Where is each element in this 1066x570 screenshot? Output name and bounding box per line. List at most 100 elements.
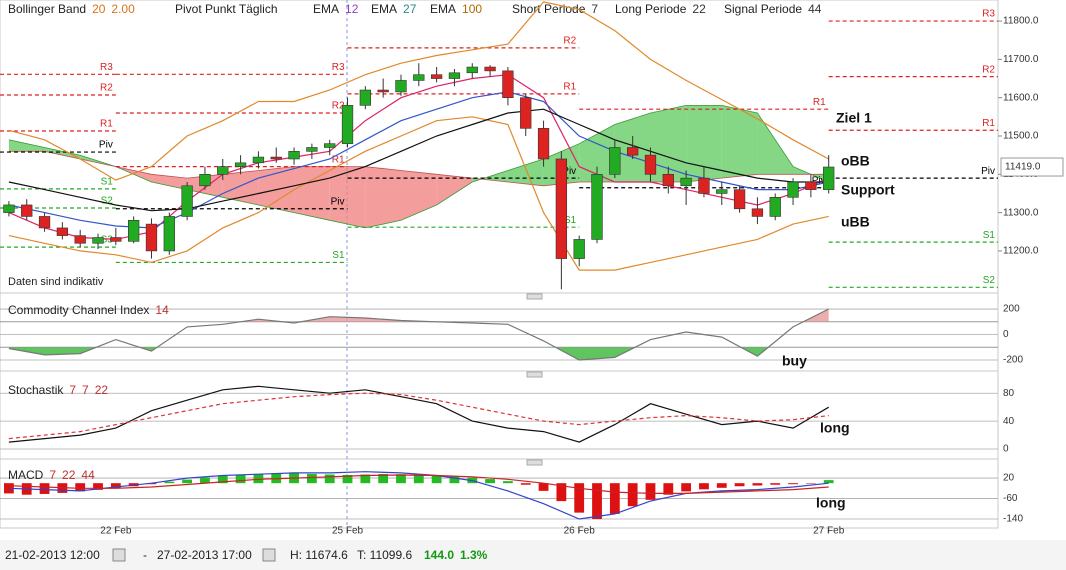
cloud-span-b [8,150,829,187]
candle-body [128,219,140,242]
title-param: 22 [62,468,76,482]
panel-title: Commodity Channel Index 14 [8,303,169,317]
footer-separator: - [143,548,147,562]
pivot-label: R3 [100,62,113,73]
title-param: 7 [591,2,598,16]
y-tick-label: -60 [1003,493,1018,504]
candle-body [805,181,817,190]
plot-frame [0,0,999,529]
candle-body [627,147,639,156]
histogram-bar [324,474,335,484]
resize-handle[interactable] [526,459,543,466]
footer-change: 144.0 [424,548,454,562]
title-param: 22 [95,383,109,397]
candle-body [644,154,657,175]
title-label: Short Periode [512,2,586,16]
histogram-bar [734,483,745,487]
annotation: Daten sind indikativ [8,276,104,288]
title-param: 44 [808,2,822,16]
title-label: Pivot Punkt Täglich [175,2,278,16]
y-tick-label: 11700.0 [1003,54,1039,65]
y-tick-label: -140 [1003,514,1023,525]
title-param: 44 [81,468,95,482]
candle-body [359,89,371,106]
pivot-label: R3 [332,62,345,73]
y-tick-label: 11200.0 [1003,246,1039,257]
histogram-bar [788,483,798,485]
title-param: 20 [92,2,106,16]
histogram-bar [75,483,86,492]
resize-handle[interactable] [526,293,543,300]
cloud-segment [757,113,794,175]
histogram-bar [805,483,816,484]
title-label: EMA [371,2,397,16]
title-param: 2.00 [111,2,135,16]
resize-handle[interactable] [526,371,543,378]
indicator-line [8,116,829,271]
calendar-icon[interactable] [112,548,126,562]
cloud-segment [650,105,687,182]
indicator-line [8,474,829,494]
candle-body [56,227,69,236]
title-label: Bollinger Band [8,2,86,16]
histogram-bar [485,479,495,484]
calendar-icon[interactable] [262,548,276,562]
panel-title: Pivot Punkt Täglich [175,2,278,16]
pivot-label: R1 [563,81,576,92]
histogram-bar [235,474,246,484]
histogram-bar [538,483,549,491]
candle-body [74,235,86,244]
histogram-bar [164,481,175,484]
panel-title: Long Periode 22 [615,2,706,16]
panel-title: EMA 100 [430,2,482,16]
candle-body [555,158,568,259]
pivot-label: Piv [812,175,826,186]
y-tick-label: -200 [1003,355,1023,366]
y-tick-label: 40 [1003,416,1015,427]
x-tick-label: 26 Feb [564,526,596,537]
histogram-bar [592,483,602,520]
histogram-bar [556,483,567,502]
indicator-line [8,392,829,440]
candle-body [21,204,33,217]
y-tick-label: 11300.0 [1003,207,1039,218]
candle-body [3,204,15,213]
histogram-bar [699,483,709,490]
cloud-segment [151,174,188,190]
candle-body [217,166,229,175]
histogram-bar [217,476,228,484]
panel-title: Stochastik 7 7 22 [8,383,108,397]
pivot-label: R1 [332,154,345,165]
title-label: Commodity Channel Index [8,303,149,317]
candle-body [38,216,51,229]
indicator-line [8,91,829,229]
cloud-segment [294,166,330,221]
histogram-bar [716,483,727,488]
histogram-bar [520,483,531,485]
candle-body [573,239,585,259]
footer-high: H: 11674.6 [290,548,348,562]
footer-to: 27-02-2013 17:00 [157,548,252,562]
candle-body [199,174,211,187]
pivot-label: S2 [983,275,996,286]
candle-body [252,156,265,164]
pivot-label: Piv [981,166,995,177]
candle-body [662,174,674,187]
candle-body [787,181,799,198]
candle-body [466,66,478,74]
candle-body [751,208,764,217]
histogram-bar [449,476,460,484]
cloud-segment [507,158,544,186]
candle-body [430,74,443,79]
title-label: EMA [430,2,456,16]
candle-body [484,66,496,72]
y-tick-label: 11800.0 [1003,16,1039,27]
pivot-label: Piv [99,140,113,151]
candle-body [145,223,158,252]
histogram-bar [93,483,103,490]
cloud-segment [365,166,401,228]
candle-body [502,70,514,98]
candle-body [448,72,461,79]
candle-body [591,174,603,240]
